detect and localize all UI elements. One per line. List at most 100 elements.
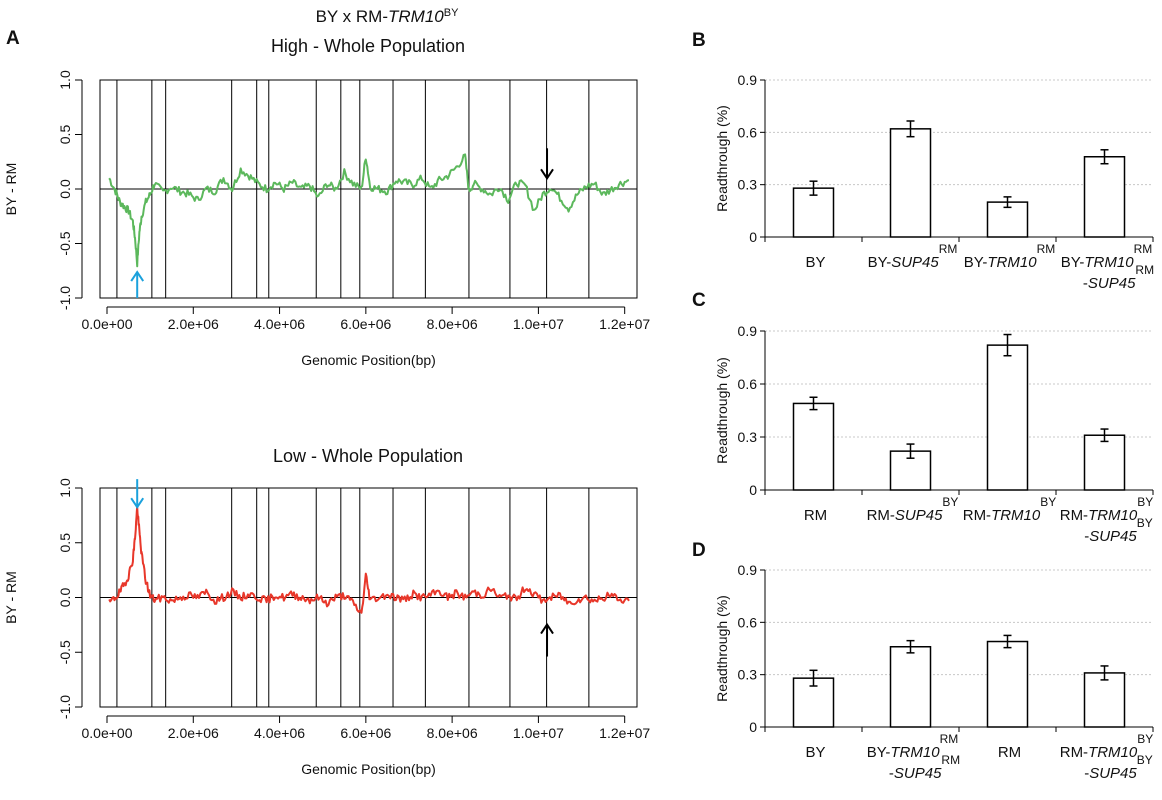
label-superscript: RM xyxy=(1135,263,1154,277)
label-part: TRM10 xyxy=(987,254,1037,271)
y-tick-label: -1.0 xyxy=(57,695,73,719)
x-tick-label: 6.0e+06 xyxy=(340,725,391,741)
y-tick-label: 1.0 xyxy=(57,478,73,498)
label-superscript: RM xyxy=(941,753,960,767)
label-part: RM xyxy=(998,744,1021,761)
chart-title: Low - Whole Population xyxy=(273,446,463,466)
category-label-line2: -SUP45RM xyxy=(1083,263,1154,292)
label-part: RM- xyxy=(867,507,895,524)
x-tick-label: 8.0e+06 xyxy=(427,316,478,332)
annotation-arrow-head xyxy=(130,497,145,509)
y-tick-label: 0.9 xyxy=(738,562,758,578)
label-part: BY xyxy=(805,254,825,271)
label-part: - xyxy=(889,765,894,782)
category-label: BY-TRM10RM xyxy=(1061,242,1153,271)
label-part: BY xyxy=(805,744,825,761)
y-tick-label: 0 xyxy=(749,229,757,245)
category-label: BY xyxy=(805,744,825,761)
label-superscript: RM xyxy=(940,732,959,746)
category-label-line2: -SUP45BY xyxy=(1084,516,1153,545)
label-part: TRM10 xyxy=(890,744,940,761)
label-superscript: BY xyxy=(1137,495,1153,509)
label-part: TRM10 xyxy=(1088,507,1138,524)
label-superscript: BY xyxy=(1137,516,1153,530)
y-tick-label: 0.5 xyxy=(57,533,73,553)
y-tick-label: -0.5 xyxy=(57,231,73,255)
panel-label-d: D xyxy=(692,540,706,561)
x-tick-label: 8.0e+06 xyxy=(427,725,478,741)
label-part: - xyxy=(1084,528,1089,545)
line-chart-low: Low - Whole Population -1.0 -0.5 0.0 0.5 1.0 0… xyxy=(3,446,650,777)
label-part: RM- xyxy=(1060,507,1088,524)
category-label: RM-SUP45BY xyxy=(867,495,959,524)
label-part: TRM10 xyxy=(1088,744,1138,761)
x-tick-label: 0.0e+00 xyxy=(82,316,133,332)
category-label: RM-TRM10BY xyxy=(1060,495,1154,524)
x-axis-label: Genomic Position(bp) xyxy=(301,761,436,777)
annotation-arrow-head xyxy=(540,622,554,635)
y-tick-label: 0.3 xyxy=(738,429,758,445)
category-label: BY-TRM10RM xyxy=(867,732,959,761)
label-part: SUP45 xyxy=(1089,765,1137,782)
label-superscript: RM xyxy=(1037,242,1056,256)
label-part: TRM10 xyxy=(991,507,1041,524)
y-tick-label: 0.3 xyxy=(738,177,758,193)
category-label: RM-TRM10BY xyxy=(963,495,1057,524)
y-tick-label: 0.9 xyxy=(738,72,758,88)
figure-title: BY x RM-TRM10BY xyxy=(316,7,459,26)
category-label: RM-TRM10BY xyxy=(1060,732,1154,761)
x-tick-label: 2.0e+06 xyxy=(168,316,219,332)
x-tick-label: 1.0e+07 xyxy=(513,316,564,332)
panel-label-c: C xyxy=(692,290,706,311)
line-chart-high: High - Whole Population -1.0 -0.5 0.0 0.5 1.0… xyxy=(3,36,650,368)
label-superscript: BY xyxy=(1137,732,1153,746)
bar xyxy=(792,402,835,491)
y-tick-label: 0.6 xyxy=(738,376,758,392)
label-part: - xyxy=(1083,275,1088,292)
category-label-line2: -SUP45RM xyxy=(889,753,960,782)
x-tick-label: 1.0e+07 xyxy=(513,725,564,741)
y-tick-label: 0 xyxy=(749,719,757,735)
category-label: RM xyxy=(804,507,827,524)
y-tick-label: 0.3 xyxy=(738,667,758,683)
y-axis-label: Readthrough (%) xyxy=(714,105,730,212)
label-part: SUP45 xyxy=(895,507,943,524)
annotation-arrow-head xyxy=(540,168,554,181)
y-tick-label: 0.5 xyxy=(57,125,73,145)
chart-title: High - Whole Population xyxy=(271,36,465,56)
label-part: - xyxy=(1084,765,1089,782)
y-axis-label: Readthrough (%) xyxy=(714,595,730,702)
panel-label-a: A xyxy=(6,28,20,49)
label-superscript: BY xyxy=(1137,753,1153,767)
x-tick-label: 4.0e+06 xyxy=(254,725,305,741)
x-tick-label: 1.2e+07 xyxy=(599,316,650,332)
y-tick-label: 0.9 xyxy=(738,323,758,339)
label-superscript: BY xyxy=(942,495,958,509)
y-axis-label: BY - RM xyxy=(3,163,19,216)
x-tick-label: 0.0e+00 xyxy=(82,725,133,741)
bar xyxy=(889,128,932,238)
bar xyxy=(792,187,835,238)
y-axis-label: BY - RM xyxy=(3,571,19,624)
label-part: SUP45 xyxy=(1088,275,1136,292)
bar xyxy=(792,677,835,728)
label-part: BY- xyxy=(867,744,891,761)
y-axis-label: Readthrough (%) xyxy=(714,357,730,464)
label-part: TRM10 xyxy=(1084,254,1134,271)
bar xyxy=(1083,434,1126,491)
label-superscript: RM xyxy=(939,242,958,256)
category-label: BY xyxy=(805,254,825,271)
bar xyxy=(986,640,1029,728)
label-part: SUP45 xyxy=(894,765,942,782)
data-series-line xyxy=(108,505,630,614)
y-tick-label: -0.5 xyxy=(57,640,73,664)
label-part: RM xyxy=(804,507,827,524)
bar xyxy=(889,646,932,728)
x-tick-label: 1.2e+07 xyxy=(599,725,650,741)
y-tick-label: 0 xyxy=(749,482,757,498)
bar xyxy=(1083,672,1126,728)
label-part: SUP45 xyxy=(1089,528,1137,545)
